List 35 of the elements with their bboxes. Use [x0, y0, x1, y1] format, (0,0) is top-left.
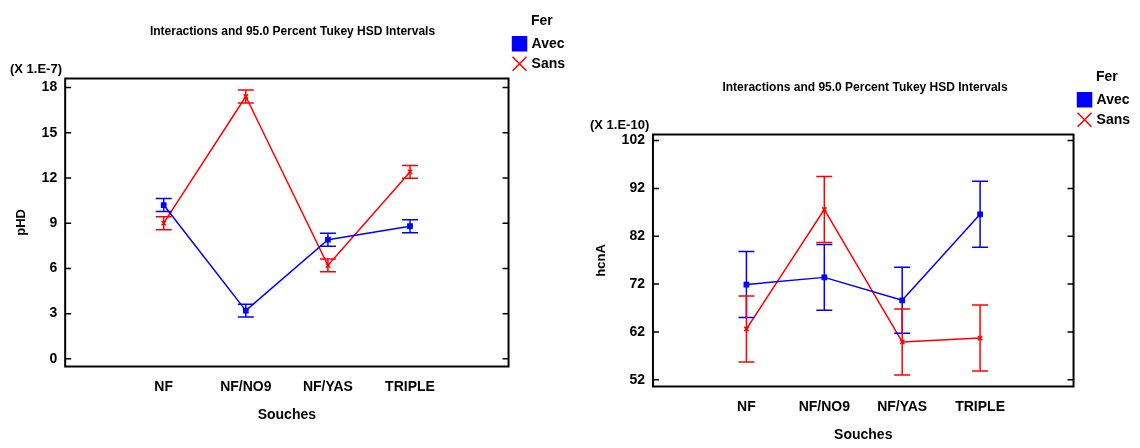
y-tick-label: 92 [629, 179, 646, 196]
y-tick-label: 6 [49, 259, 58, 276]
y-tick-label: 102 [621, 131, 646, 148]
y-tick-label: 9 [49, 214, 58, 231]
chart-title: Interactions and 95.0 Percent Tukey HSD Intervals [149, 23, 436, 38]
x-tick-label: TRIPLE [385, 377, 435, 394]
x-tick-label: NF/YAS [877, 397, 928, 414]
legend-label: Avec [531, 34, 565, 51]
y-tick-label: 52 [629, 370, 646, 387]
y-tick-label: 15 [41, 123, 58, 140]
y-tick-label: 12 [41, 168, 58, 185]
y-tick-label: 62 [629, 322, 646, 339]
x-tick-label: NF [154, 377, 174, 394]
x-tick-label: TRIPLE [955, 397, 1005, 414]
chart-title: Interactions and 95.0 Percent Tukey HSD Intervals [722, 79, 1008, 94]
x-axis-title: Souches [257, 406, 317, 423]
y-tick-label: 82 [629, 227, 646, 244]
x-tick-label: NF/NO9 [220, 377, 272, 394]
legend-label: Sans [1096, 110, 1131, 127]
legend-label: Avec [1096, 90, 1130, 107]
y-tick-label: 0 [49, 349, 58, 366]
y-tick-label: 3 [49, 304, 58, 321]
text: (X 1.E-10) [590, 117, 650, 133]
x-tick-label: NF/NO9 [798, 397, 851, 414]
x-tick-label: NF [737, 397, 757, 414]
legend-title: Fer [530, 11, 554, 28]
legend-label: Sans [531, 54, 566, 71]
y-axis-title: hcnA [593, 243, 609, 277]
y-axis-title: pHD [13, 209, 29, 236]
text: (X 1.E-7) [10, 61, 63, 77]
x-tick-label: NF/YAS [302, 377, 353, 394]
x-axis-title: Souches [834, 426, 893, 443]
y-tick-label: 18 [41, 78, 58, 95]
y-tick-label: 72 [629, 274, 646, 291]
legend-title: Fer [1095, 67, 1119, 84]
